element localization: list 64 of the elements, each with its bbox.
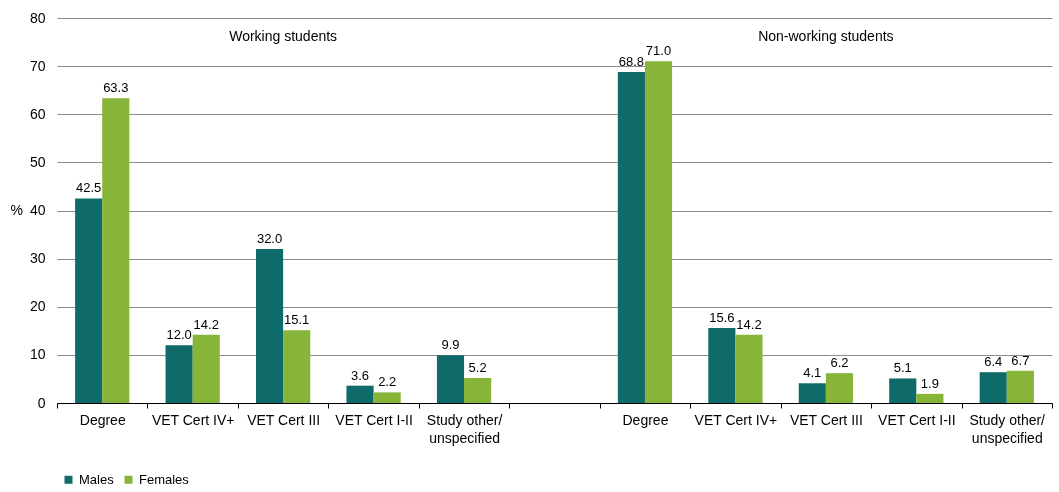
data-label: 15.6 [709,309,735,325]
x-tick-label: VET Cert IV+ [694,411,778,428]
x-tick-label: Degree [622,411,669,428]
y-axis-title: % [10,202,23,218]
x-tick-label: Degree [79,411,126,428]
bar [735,334,763,403]
bar [979,372,1007,403]
y-tick-label: 80 [29,9,46,26]
data-label: 63.3 [103,80,129,96]
data-label: 6.4 [984,354,1003,370]
y-tick-label: 30 [29,250,46,267]
data-label: 5.2 [468,359,487,375]
bar [436,355,465,403]
bar [165,345,193,403]
y-tick-label: 20 [29,298,46,315]
data-label: 15.1 [284,312,310,328]
data-label: 71.0 [645,43,672,59]
bar [75,198,103,403]
bar [283,330,311,403]
y-tick-label: 10 [29,346,46,363]
bar [644,61,673,403]
legend-label: Females [139,471,190,487]
bar [346,385,374,403]
data-label: 3.6 [350,367,370,383]
bar [825,373,853,403]
bar [916,393,944,403]
x-tick-label: VET Cert I-II [335,411,413,428]
bar [102,98,130,403]
bar [373,392,401,403]
bar [464,377,492,403]
data-label: 14.2 [193,316,219,332]
data-label: 4.1 [803,365,822,381]
x-tick-label: VET Cert III [789,411,863,428]
data-label: 1.9 [920,375,939,391]
x-tick-label: VET Cert IV+ [151,411,235,428]
bar [617,71,645,403]
annotation: Non-working students [758,28,894,44]
annotation: Working students [229,28,338,44]
data-label: 12.0 [166,327,192,343]
bar [708,327,736,403]
data-label: 6.7 [1011,352,1030,368]
x-tick-label: VET Cert I-II [878,411,956,428]
bar [889,378,917,403]
data-label: 68.8 [618,53,645,69]
bar [256,249,284,403]
data-label: 14.2 [736,316,762,332]
x-tick-label: Study other/ unspecified [426,411,503,446]
bar [798,383,826,403]
data-label: 9.9 [441,337,460,353]
legend-label: Males [79,471,115,487]
data-label: 32.0 [256,231,283,246]
data-label: 2.2 [378,374,397,390]
bar [1006,370,1034,403]
y-tick-label: 40 [29,202,46,218]
y-tick-label: 0 [37,394,46,411]
bar [192,334,220,403]
data-label: 6.2 [830,355,849,371]
y-tick-label: 70 [29,57,46,74]
x-tick-label: VET Cert III [247,411,321,428]
data-label: 5.1 [893,360,912,376]
y-tick-label: 50 [29,153,46,170]
x-tick-label: Study other/ unspecified [969,411,1046,446]
y-tick-label: 60 [29,105,46,122]
data-label: 42.5 [76,180,102,196]
